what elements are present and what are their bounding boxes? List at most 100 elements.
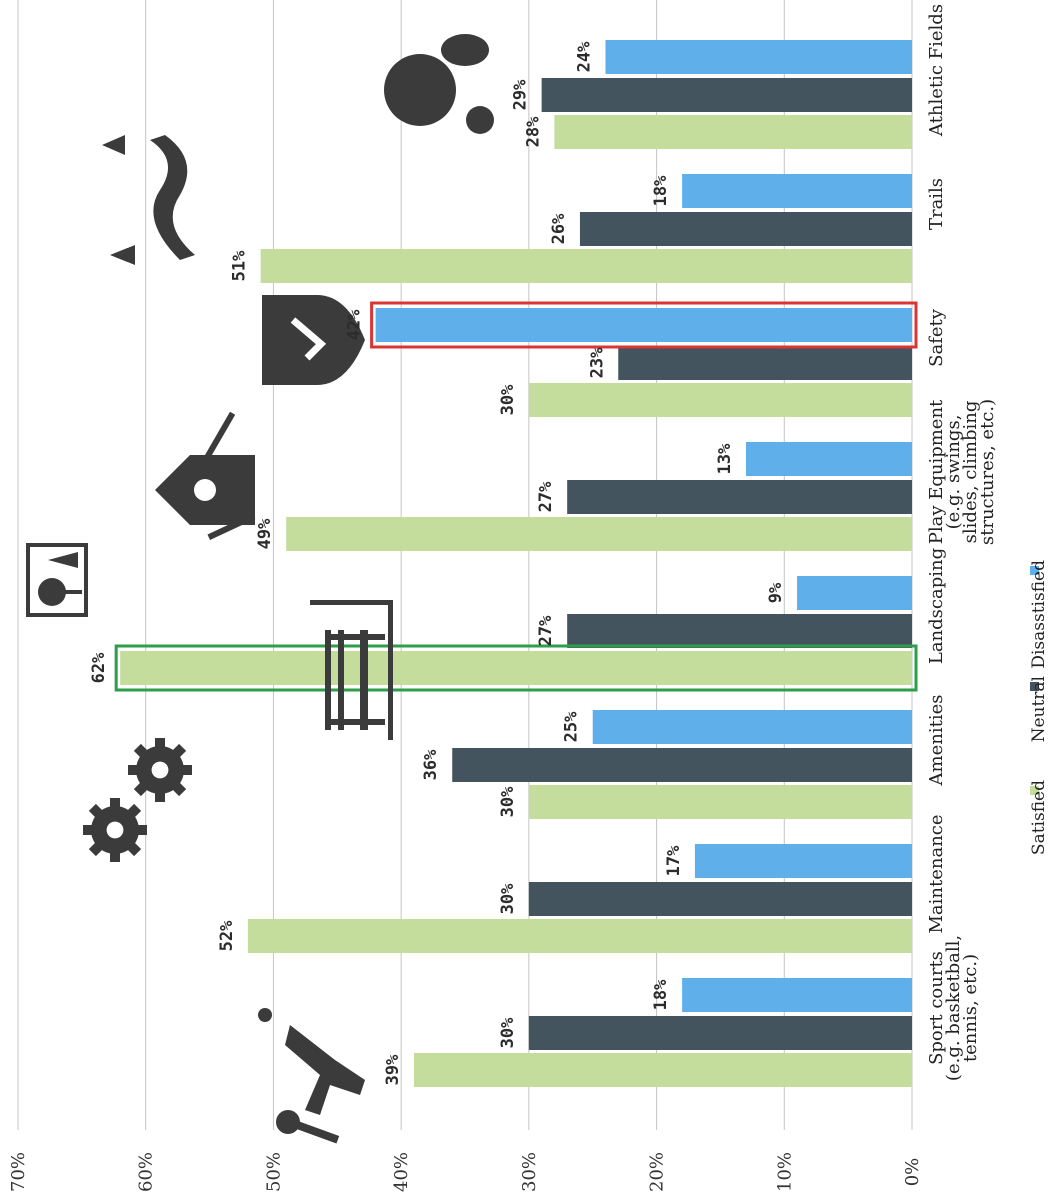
gear-tooth xyxy=(135,825,147,835)
category-label-line: slides, climbing xyxy=(960,401,981,544)
data-label: 28% xyxy=(523,116,543,147)
gear-tooth xyxy=(155,790,165,802)
category-label: Safety xyxy=(926,308,947,367)
trail-path xyxy=(150,135,195,260)
category-label-line: Maintenance xyxy=(926,814,947,933)
basketball-shape xyxy=(384,54,456,126)
bar-satisfied xyxy=(528,383,912,417)
data-labels: 39% 30% 18% 52% 30% 17% 30% 36% 25% 62% 27% 9% 49% 27… xyxy=(89,41,786,1085)
tick-label: 30% xyxy=(519,1152,540,1192)
bar-neutral xyxy=(567,480,912,514)
category-label: Amenities xyxy=(926,695,947,787)
category-label: Sport courts(e.g. basketball,tennis, etc… xyxy=(926,935,981,1081)
tree-shape xyxy=(102,135,125,155)
bar-neutral xyxy=(541,78,912,112)
legend: Satisfied Neutral Disasstisfied xyxy=(1029,560,1049,855)
ball-shape xyxy=(258,1008,272,1022)
bar-satisfied xyxy=(413,1053,912,1087)
frame-shape xyxy=(26,543,88,617)
bar-satisfied xyxy=(554,115,912,149)
lamp-post xyxy=(310,600,390,605)
gear-tooth xyxy=(133,743,150,760)
data-label: 51% xyxy=(230,250,250,281)
bar-disasstisfied xyxy=(694,844,912,878)
bar-neutral xyxy=(528,1016,912,1050)
legend-label: Neutral xyxy=(1029,676,1049,742)
bar-disasstisfied xyxy=(682,174,912,208)
gear-tooth xyxy=(128,765,140,775)
category-label-line: (e.g. basketball, xyxy=(943,935,964,1081)
bench-seat xyxy=(360,630,368,730)
data-label: 13% xyxy=(715,443,735,474)
bar-disasstisfied xyxy=(605,40,912,74)
legend-swatch-satisfied xyxy=(1030,786,1039,795)
gear-tooth xyxy=(180,765,192,775)
bar-neutral xyxy=(618,346,912,380)
gear-tooth xyxy=(88,840,105,857)
ladder-shape xyxy=(207,513,256,540)
gear-tooth xyxy=(170,780,187,797)
category-label: Trails xyxy=(926,178,947,230)
category-axis: Sport courts(e.g. basketball,tennis, etc… xyxy=(926,4,998,1081)
bar-satisfied xyxy=(528,785,912,819)
category-label-line: Landscaping xyxy=(926,548,947,664)
category-label-line: Safety xyxy=(926,308,947,367)
data-label: 18% xyxy=(651,175,671,206)
ground xyxy=(388,600,393,740)
gear-tooth xyxy=(110,850,120,862)
tick-label: 60% xyxy=(136,1152,157,1192)
racket-shape xyxy=(294,1120,340,1144)
category-label-line: Amenities xyxy=(926,695,947,787)
data-label: 9% xyxy=(766,582,786,603)
bars xyxy=(114,40,918,1087)
data-label: 30% xyxy=(498,1017,518,1048)
data-label: 30% xyxy=(498,384,518,415)
shield-check-icon xyxy=(262,295,365,385)
category-label-line: tennis, etc.) xyxy=(960,954,981,1062)
bench-leg xyxy=(325,719,385,725)
tree-shape xyxy=(110,245,135,265)
data-label: 18% xyxy=(651,979,671,1010)
bar-disasstisfied xyxy=(797,576,912,610)
category-label-line: Play Equipment xyxy=(926,399,947,544)
gear-tooth xyxy=(155,738,165,750)
tick-label: 70% xyxy=(8,1152,29,1192)
gear-tooth xyxy=(88,803,105,820)
highlight-box xyxy=(114,644,918,692)
body-shape xyxy=(285,1025,365,1115)
bar-disasstisfied xyxy=(682,978,912,1012)
gear-hole xyxy=(151,761,169,779)
data-label: 30% xyxy=(498,883,518,914)
park-bench-lamp-icon xyxy=(310,600,393,740)
gear-tooth xyxy=(125,840,142,857)
gear-tooth xyxy=(125,803,142,820)
gear-tooth xyxy=(110,798,120,810)
legend-swatch-disasstisfied xyxy=(1030,566,1039,575)
head-shape xyxy=(276,1110,300,1134)
trail-trees-icon xyxy=(102,135,195,265)
data-label: 17% xyxy=(664,845,684,876)
category-label: Athletic Fields xyxy=(926,4,947,137)
landscape-tree-icon xyxy=(26,543,88,617)
category-label-line: Sport courts xyxy=(926,951,947,1065)
gear-tooth xyxy=(83,825,95,835)
bar-satisfied xyxy=(286,517,912,551)
bar-disasstisfied xyxy=(745,442,912,476)
data-label: 29% xyxy=(511,79,531,110)
category-label: Landscaping xyxy=(926,548,947,664)
tick-label: 20% xyxy=(647,1152,668,1192)
bar-neutral xyxy=(528,882,912,916)
data-label: 25% xyxy=(562,711,582,742)
bar-satisfied xyxy=(247,919,912,953)
gear-tooth xyxy=(170,743,187,760)
data-label: 27% xyxy=(536,615,556,646)
highlight-box xyxy=(370,301,918,349)
data-label: 24% xyxy=(574,41,594,72)
bench-back xyxy=(325,630,331,730)
legend-label: Satisfied xyxy=(1029,780,1049,855)
football-shape xyxy=(441,34,489,66)
bar-neutral xyxy=(567,614,912,648)
playground-icon xyxy=(155,411,256,540)
category-icons xyxy=(26,34,494,1144)
